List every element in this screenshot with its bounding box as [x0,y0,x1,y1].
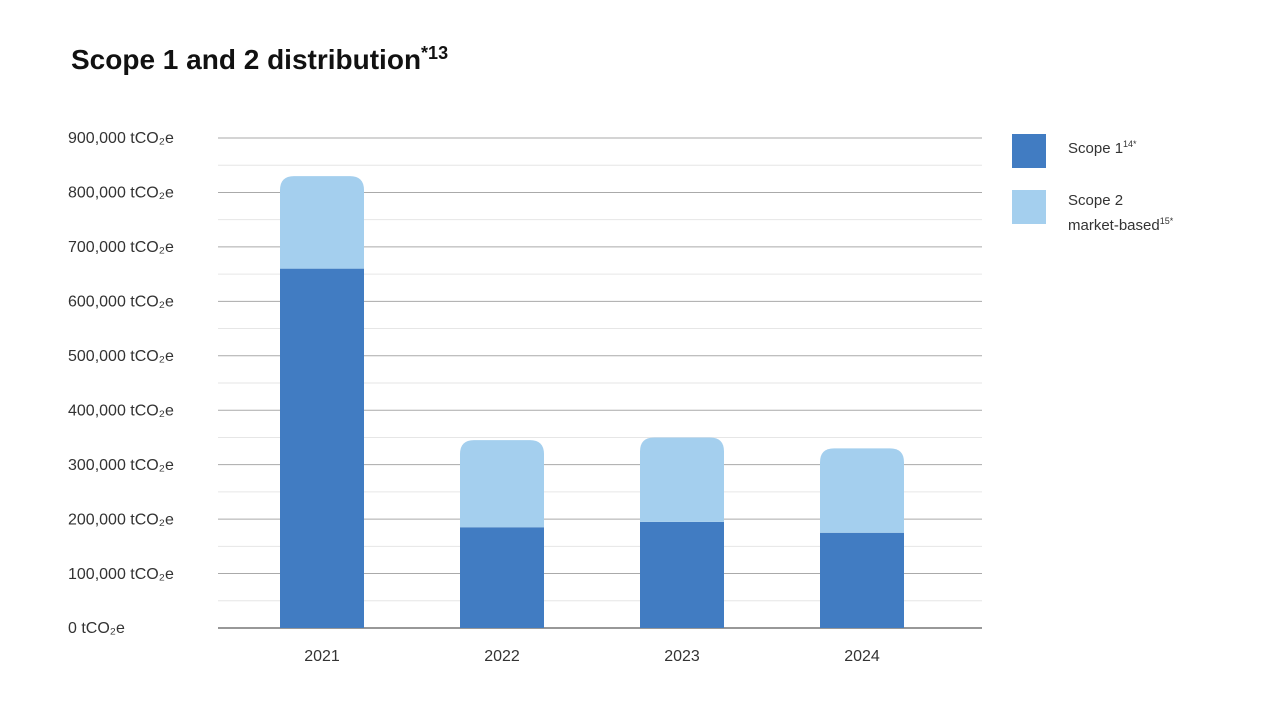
bar-segment [460,440,544,528]
bar-segment [280,268,364,628]
legend-name: Scope 2 market-based [1068,192,1160,234]
y-tick-label: 900,000 tCO₂e [68,130,174,147]
legend-label: Scope 114* [1068,134,1188,159]
x-tick-label: 2022 [484,648,520,665]
y-tick-label: 100,000 tCO₂e [68,566,174,583]
legend-note: 14* [1123,139,1137,149]
legend-name: Scope 1 [1068,140,1124,157]
y-tick-label: 500,000 tCO₂e [68,348,174,365]
y-tick-label: 600,000 tCO₂e [68,294,174,311]
y-tick-label: 400,000 tCO₂e [68,402,174,419]
bar-segment [280,176,364,269]
bar-segment [820,448,904,533]
legend-label: Scope 2 market-based15* [1068,190,1188,236]
legend-item: Scope 2 market-based15* [1012,190,1188,236]
y-tick-label: 0 tCO₂e [68,620,125,637]
legend-note: 15* [1159,216,1174,226]
x-tick-label: 2023 [664,648,700,665]
bar-segment [640,521,724,628]
bar-segment [820,532,904,628]
y-tick-label: 700,000 tCO₂e [68,239,174,256]
bar-segment [460,527,544,628]
y-tick-label: 800,000 tCO₂e [68,185,174,202]
x-tick-label: 2021 [304,648,340,665]
chart-title: Scope 1 and 2 distribution*13 [71,43,448,76]
x-tick-label: 2024 [844,648,880,665]
legend-swatch [1012,134,1046,168]
legend-item: Scope 114* [1012,134,1188,168]
title-text: Scope 1 and 2 distribution [71,44,421,75]
legend: Scope 114* Scope 2 market-based15* [1012,134,1188,258]
bar-segment [640,437,724,522]
legend-swatch [1012,190,1046,224]
y-tick-label: 200,000 tCO₂e [68,511,174,528]
y-tick-label: 300,000 tCO₂e [68,457,174,474]
title-note: *13 [421,43,448,63]
